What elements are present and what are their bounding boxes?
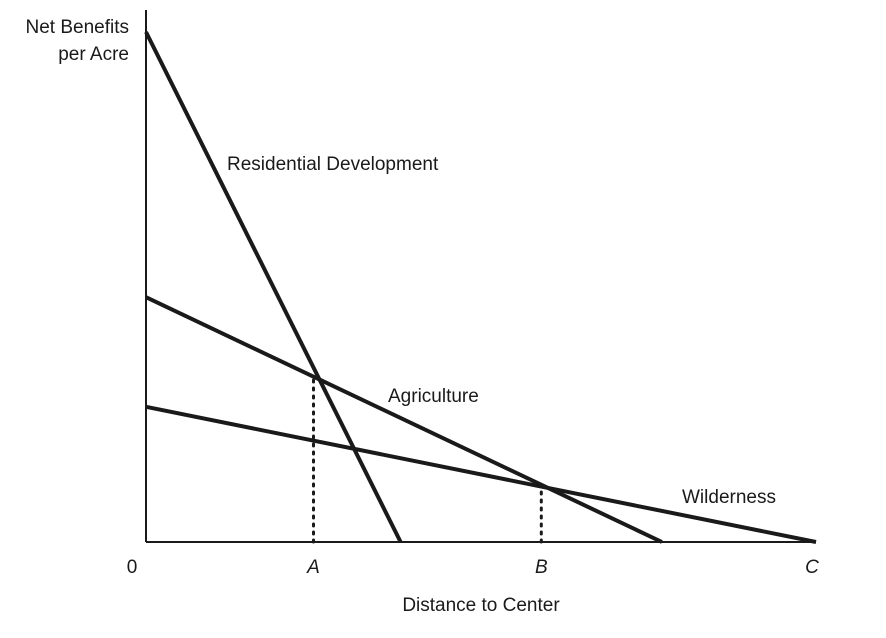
- x-tick-label-c: C: [805, 557, 819, 578]
- series-label-agriculture: Agriculture: [388, 386, 479, 407]
- x-tick-labels: 0 A B C: [127, 557, 819, 578]
- x-tick-label-b: B: [535, 557, 548, 578]
- series-line-agriculture: [145, 295, 663, 544]
- series-line-residential-development: [144, 31, 403, 543]
- series-label-wilderness: Wilderness: [682, 487, 776, 508]
- axes: [145, 10, 816, 543]
- series-labels: Residential Development Agriculture Wild…: [227, 154, 776, 508]
- x-tick-label-0: 0: [127, 557, 138, 578]
- y-axis-label-line-2: per Acre: [58, 44, 129, 65]
- series-lines: [144, 31, 817, 544]
- y-axis-label: Net Benefits per Acre: [8, 14, 130, 68]
- y-axis-label-line-1: Net Benefits: [25, 17, 130, 38]
- series-label-residential-development: Residential Development: [227, 154, 439, 175]
- x-axis-label: Distance to Center: [402, 595, 560, 616]
- series-line-wilderness: [145, 404, 817, 544]
- reference-lines: [312, 377, 543, 544]
- x-tick-label-a: A: [306, 557, 320, 578]
